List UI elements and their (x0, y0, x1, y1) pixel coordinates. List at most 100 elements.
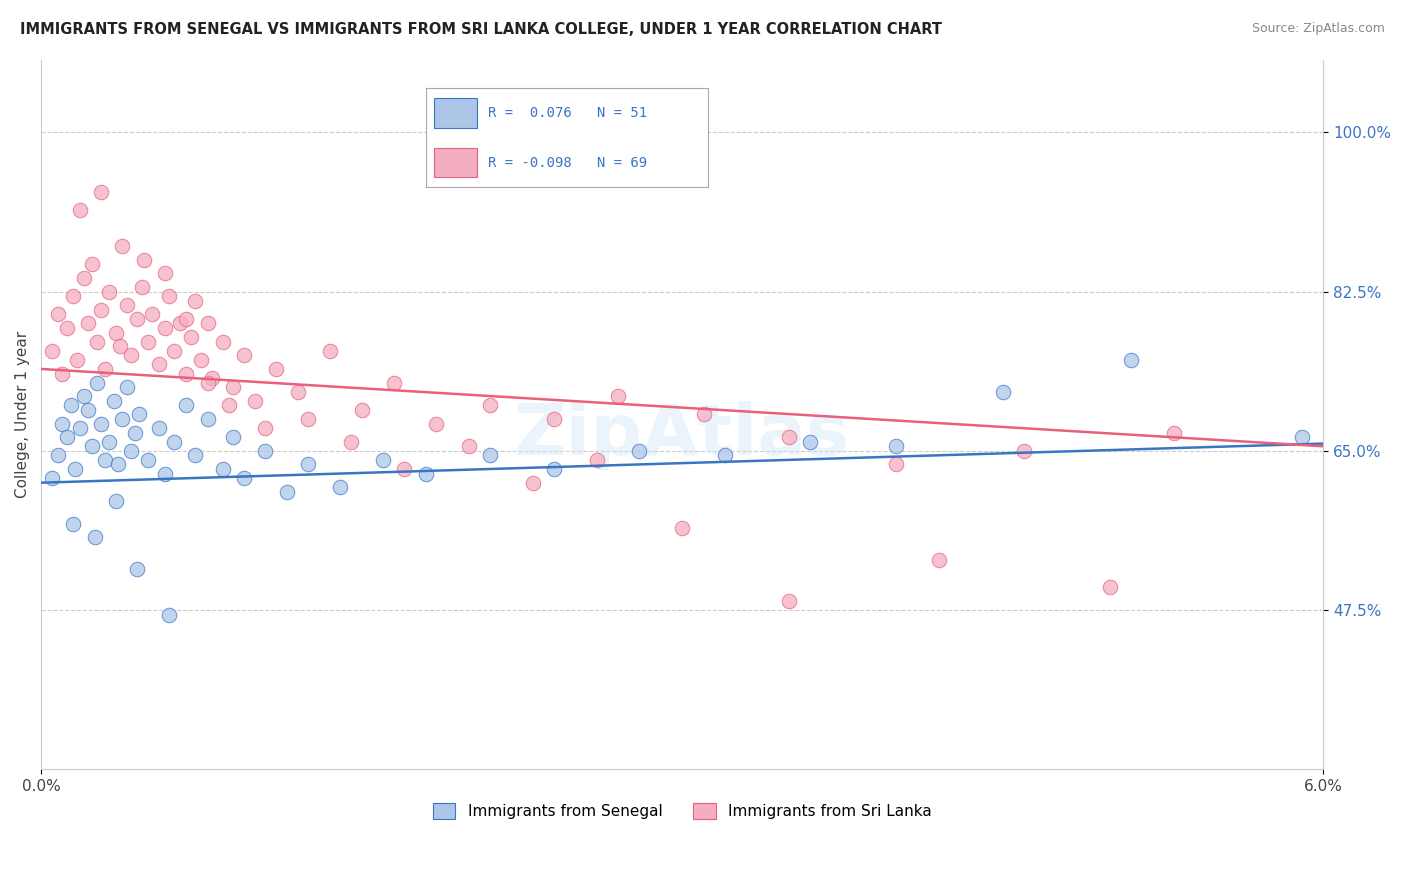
Point (65, 462, 87, 476)
Point (82, 439, 104, 453)
Point (1291, 430, 1313, 444)
Point (157, 289, 180, 303)
Text: Source: ZipAtlas.com: Source: ZipAtlas.com (1251, 22, 1385, 36)
Point (83, 530, 105, 544)
Point (94, 453, 117, 467)
Point (55, 321, 77, 335)
Point (318, 343, 340, 358)
Point (222, 430, 245, 444)
Point (201, 371, 224, 385)
Point (478, 449, 501, 463)
Point (243, 393, 266, 408)
Point (86, 376, 108, 390)
Point (60, 398, 83, 412)
Point (211, 334, 233, 349)
Point (111, 239, 134, 253)
Point (55, 430, 77, 444)
Point (264, 362, 287, 376)
Point (148, 421, 170, 435)
Point (111, 412, 134, 426)
Point (628, 443, 651, 458)
Point (148, 358, 170, 372)
Legend: Immigrants from Senegal, Immigrants from Sri Lanka: Immigrants from Senegal, Immigrants from… (426, 797, 938, 825)
Point (340, 434, 363, 449)
Point (211, 462, 233, 476)
Point (197, 376, 219, 390)
Point (153, 321, 176, 335)
Point (104, 326, 127, 340)
Point (329, 480, 352, 494)
Point (184, 293, 207, 308)
Point (107, 458, 129, 472)
Point (62, 289, 84, 303)
Point (254, 443, 277, 458)
Point (180, 330, 202, 344)
Point (115, 298, 138, 312)
Point (46, 307, 69, 321)
Point (162, 343, 184, 358)
Point (153, 267, 176, 281)
Point (153, 467, 176, 481)
Point (98, 285, 121, 299)
Point (169, 317, 191, 331)
Point (233, 348, 256, 362)
Point (77, 317, 100, 331)
Point (457, 439, 479, 453)
Point (127, 312, 149, 326)
Point (425, 417, 447, 431)
Point (90, 302, 112, 317)
Point (222, 380, 245, 394)
Point (176, 398, 198, 412)
Point (799, 434, 821, 449)
Point (90, 417, 112, 431)
Point (66, 352, 89, 367)
Point (382, 376, 405, 390)
Point (41, 471, 63, 485)
Point (94, 362, 117, 376)
Point (884, 458, 907, 472)
Point (585, 453, 607, 467)
Point (103, 393, 125, 408)
Point (714, 449, 737, 463)
Point (197, 317, 219, 331)
Point (1119, 352, 1142, 367)
Point (127, 562, 149, 576)
Point (184, 449, 207, 463)
Point (90, 185, 112, 199)
Point (254, 421, 277, 435)
Point (51, 367, 73, 381)
Point (522, 475, 544, 490)
Point (218, 398, 240, 412)
Point (77, 403, 100, 417)
Point (136, 334, 159, 349)
Point (233, 471, 256, 485)
Point (46, 449, 69, 463)
Point (41, 343, 63, 358)
Point (607, 389, 630, 403)
Point (136, 453, 159, 467)
Point (132, 252, 155, 267)
Point (287, 384, 309, 399)
Point (1098, 580, 1121, 594)
Point (884, 439, 907, 453)
Point (73, 389, 96, 403)
Point (543, 412, 565, 426)
Point (141, 307, 163, 321)
Point (69, 202, 91, 217)
Point (128, 408, 150, 422)
Point (371, 453, 394, 467)
Point (98, 434, 121, 449)
Y-axis label: College, Under 1 year: College, Under 1 year (15, 331, 30, 498)
Point (297, 458, 319, 472)
Point (197, 412, 219, 426)
Point (104, 494, 127, 508)
Point (1163, 425, 1185, 440)
Point (415, 467, 437, 481)
Point (73, 271, 96, 285)
Point (124, 425, 146, 440)
Point (671, 521, 693, 535)
Point (176, 367, 198, 381)
Point (120, 348, 142, 362)
Point (692, 408, 714, 422)
Point (297, 412, 319, 426)
